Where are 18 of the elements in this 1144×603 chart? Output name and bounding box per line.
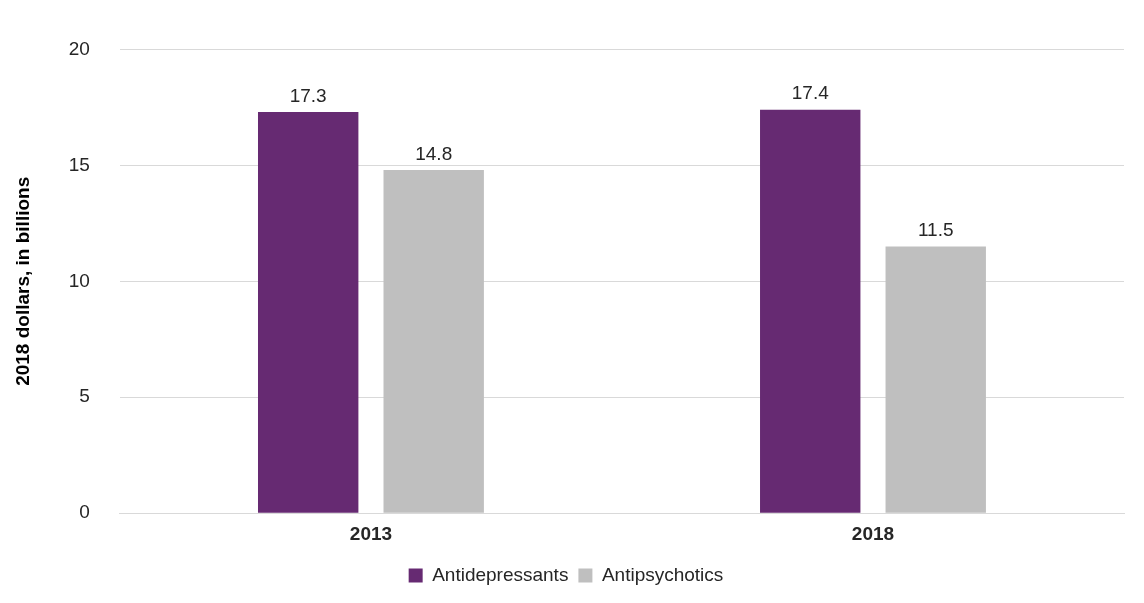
bar — [760, 109, 861, 513]
bar — [383, 169, 484, 513]
data-label: 17.4 — [791, 82, 830, 104]
y-tick-label: 0 — [79, 501, 90, 523]
y-tick-label: 10 — [68, 269, 90, 291]
x-tick-label: 2013 — [349, 522, 393, 544]
bar — [257, 112, 359, 513]
data-label: 11.5 — [917, 219, 954, 241]
x-tick-label: 2018 — [851, 522, 895, 544]
data-label: 17.3 — [289, 84, 327, 106]
y-axis-title: 2018 dollars, in billions — [11, 176, 33, 386]
y-tick-label: 15 — [68, 153, 90, 175]
data-label: 14.8 — [415, 142, 453, 164]
y-tick-label: 20 — [68, 37, 90, 59]
legend-label: Antipsychotics — [601, 563, 724, 585]
legend-label: Antidepressants — [432, 563, 569, 585]
bar — [885, 246, 986, 513]
y-tick-label: 5 — [79, 385, 90, 407]
